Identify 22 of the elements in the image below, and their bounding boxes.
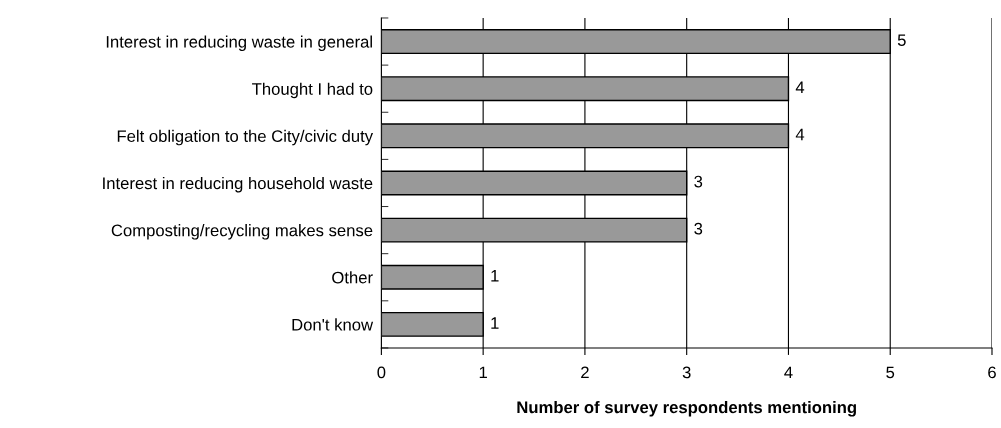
x-tick-label: 2 — [581, 366, 589, 379]
data-label: 1 — [491, 317, 499, 329]
data-label: 5 — [897, 34, 906, 47]
x-tick-label: 3 — [682, 366, 691, 379]
data-label: 1 — [491, 270, 499, 282]
x-tick-label: 4 — [784, 366, 793, 379]
x-axis-title: Number of survey respondents mentioning — [517, 401, 856, 417]
x-tick-label: 5 — [886, 366, 895, 379]
x-tick-label: 0 — [377, 366, 386, 379]
y-tick-label: Other — [332, 271, 373, 284]
data-label: 4 — [795, 128, 805, 141]
y-tick-label: Thought I had to — [252, 82, 373, 99]
y-tick-label: Composting/recycling makes sense — [111, 224, 373, 240]
x-tick-label: 6 — [988, 366, 996, 379]
data-label: 4 — [795, 81, 805, 93]
y-tick-label: Don't know — [292, 318, 374, 331]
data-label: 3 — [694, 222, 703, 235]
y-tick-label: Felt obligation to the City/civic duty — [117, 129, 374, 146]
data-label: 3 — [694, 175, 703, 188]
y-tick-label: Interest in reducing waste in general — [106, 35, 372, 52]
y-tick-label: Interest in reducing household waste — [103, 176, 373, 193]
x-tick-label: 1 — [479, 366, 487, 379]
